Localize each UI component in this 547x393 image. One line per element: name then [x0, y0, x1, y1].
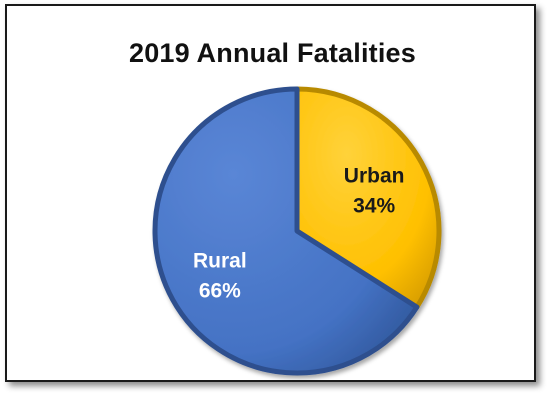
- pie-slice-rural: [152, 86, 420, 376]
- slice-label-urban-value: 34%: [353, 195, 395, 218]
- slice-label-rural-name: Rural: [193, 249, 247, 272]
- chart-frame: 2019 Annual Fatalities Urban 34% Rural 66%: [5, 4, 536, 382]
- slice-label-rural-value: 66%: [199, 279, 241, 302]
- chart-title: 2019 Annual Fatalities: [128, 38, 416, 68]
- slice-label-urban-name: Urban: [344, 165, 405, 188]
- pie-chart: Urban 34% Rural 66%: [152, 86, 442, 376]
